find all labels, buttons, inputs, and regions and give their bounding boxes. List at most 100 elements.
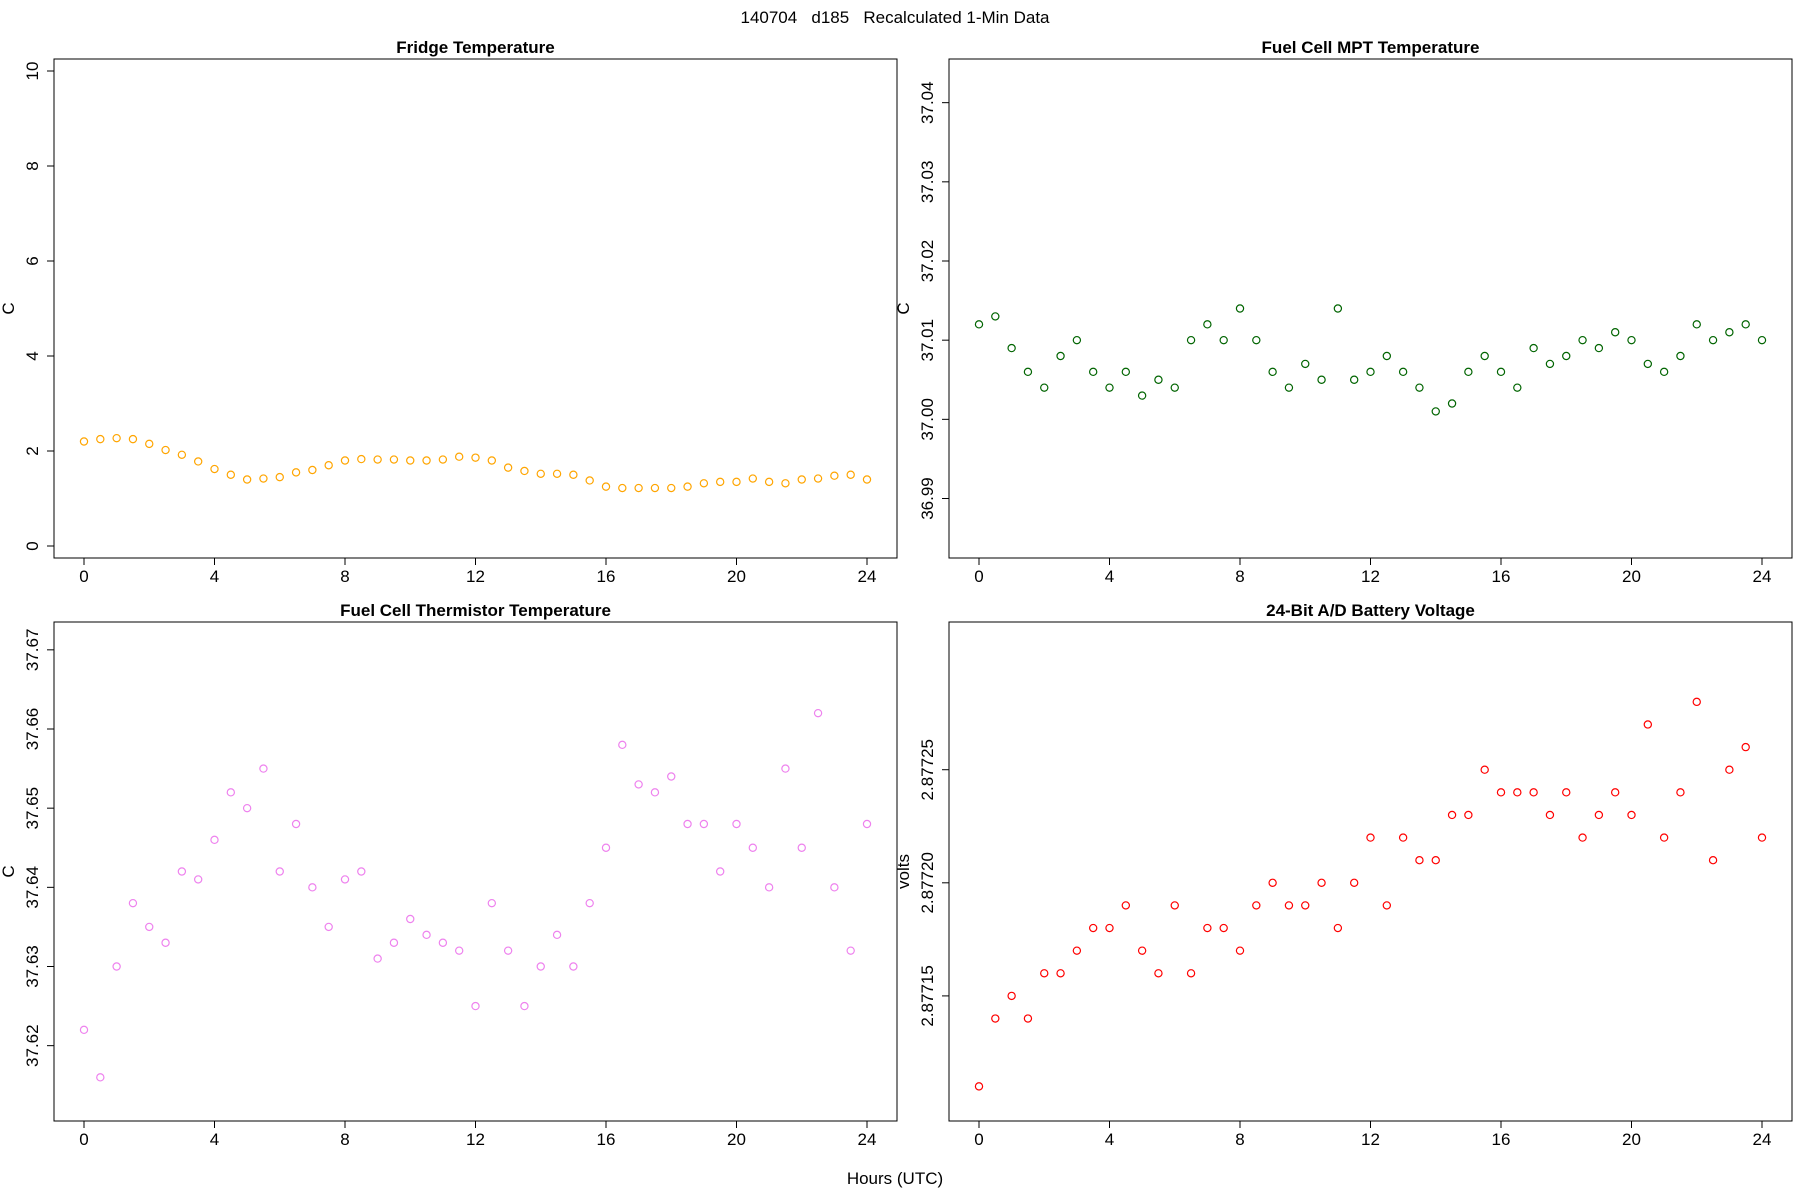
- y-tick-label: 37.03: [918, 161, 937, 204]
- y-tick-label: 2.87725: [918, 739, 937, 800]
- data-point: [650, 483, 660, 493]
- data-point: [781, 479, 790, 488]
- data-point: [145, 922, 154, 932]
- data-point: [96, 1073, 105, 1082]
- data-point: [1056, 969, 1065, 978]
- data-point: [1529, 788, 1538, 797]
- data-point: [1610, 788, 1620, 797]
- data-point: [373, 954, 382, 963]
- data-point: [1154, 969, 1163, 978]
- data-points: [974, 697, 1767, 1091]
- x-tick-label: 24: [1753, 567, 1772, 586]
- data-point: [1659, 367, 1669, 377]
- data-point: [1252, 335, 1261, 345]
- x-tick-label: 0: [79, 567, 88, 586]
- data-point: [389, 938, 399, 947]
- y-tick-label: 2: [23, 446, 42, 455]
- data-point: [1121, 901, 1131, 910]
- data-point: [667, 772, 676, 781]
- y-axis-label: C: [0, 302, 18, 314]
- data-point: [1545, 359, 1555, 369]
- data-point: [1186, 969, 1196, 978]
- data-point: [974, 320, 984, 329]
- data-point: [1317, 878, 1326, 888]
- data-point: [813, 708, 823, 718]
- data-point: [1023, 367, 1033, 377]
- data-point: [1741, 742, 1750, 752]
- data-point: [128, 898, 138, 908]
- data-point: [1627, 335, 1636, 345]
- x-axis: 0 4 8 12 16 20 24: [79, 557, 876, 586]
- data-point: [1137, 946, 1147, 955]
- data-point: [1398, 833, 1408, 842]
- data-point: [1170, 901, 1179, 910]
- x-tick-label: 8: [1235, 567, 1244, 586]
- y-axis-label: volts: [894, 854, 913, 889]
- data-point: [226, 788, 236, 797]
- data-point: [487, 898, 497, 908]
- data-point: [862, 819, 872, 829]
- data-point: [1088, 367, 1098, 377]
- data-point: [1366, 833, 1375, 842]
- x-tick-label: 24: [1753, 1130, 1772, 1149]
- data-point: [406, 914, 415, 924]
- data-point: [422, 930, 431, 940]
- data-point: [991, 1014, 1000, 1023]
- y-axis-label: C: [894, 302, 913, 314]
- data-point: [862, 475, 872, 484]
- data-point: [1040, 383, 1049, 392]
- data-points: [974, 304, 1767, 416]
- panel-title: 24-Bit A/D Battery Voltage: [1266, 601, 1475, 620]
- data-point: [1708, 335, 1718, 345]
- data-point: [1562, 351, 1571, 361]
- data-point: [618, 740, 627, 750]
- data-point: [259, 474, 268, 483]
- data-point: [1072, 946, 1082, 955]
- data-point: [1072, 335, 1082, 345]
- data-point: [781, 764, 790, 773]
- y-tick-label: 8: [23, 161, 42, 170]
- data-point: [1643, 359, 1653, 369]
- y-tick-label: 37.64: [23, 866, 42, 909]
- data-point: [193, 457, 203, 466]
- data-point: [1496, 367, 1506, 377]
- y-tick-label: 4: [23, 351, 42, 360]
- data-point: [536, 962, 545, 971]
- y-tick-label: 37.00: [918, 398, 937, 441]
- data-point: [1431, 855, 1440, 865]
- data-point: [259, 764, 268, 773]
- data-point: [1545, 810, 1555, 820]
- data-point: [422, 456, 431, 465]
- data-point: [1594, 343, 1604, 353]
- data-point: [1480, 765, 1489, 774]
- data-point: [1431, 407, 1440, 416]
- data-point: [1170, 383, 1179, 392]
- y-tick-label: 37.67: [23, 629, 42, 672]
- data-point: [1301, 901, 1310, 910]
- data-point: [764, 477, 774, 487]
- data-point: [1023, 1014, 1033, 1023]
- data-point: [1154, 375, 1163, 384]
- x-tick-label: 16: [597, 1130, 616, 1149]
- data-point: [1203, 923, 1212, 933]
- data-point: [601, 482, 611, 491]
- data-point: [667, 483, 676, 493]
- data-point: [340, 875, 350, 884]
- y-axis: 37.62 37.63 37.64 37.65 37.66 37.67: [23, 629, 55, 1067]
- data-point: [732, 819, 741, 829]
- data-point: [291, 468, 301, 477]
- data-point: [1301, 359, 1310, 369]
- data-point: [569, 470, 578, 479]
- data-point: [1137, 391, 1147, 400]
- data-point: [112, 962, 121, 971]
- data-point: [1284, 901, 1294, 910]
- data-point: [699, 819, 709, 829]
- data-point: [112, 433, 121, 443]
- x-tick-label: 12: [466, 567, 485, 586]
- data-point: [471, 453, 480, 462]
- x-tick-label: 0: [79, 1130, 88, 1149]
- data-point: [748, 843, 758, 852]
- data-point: [1284, 383, 1294, 392]
